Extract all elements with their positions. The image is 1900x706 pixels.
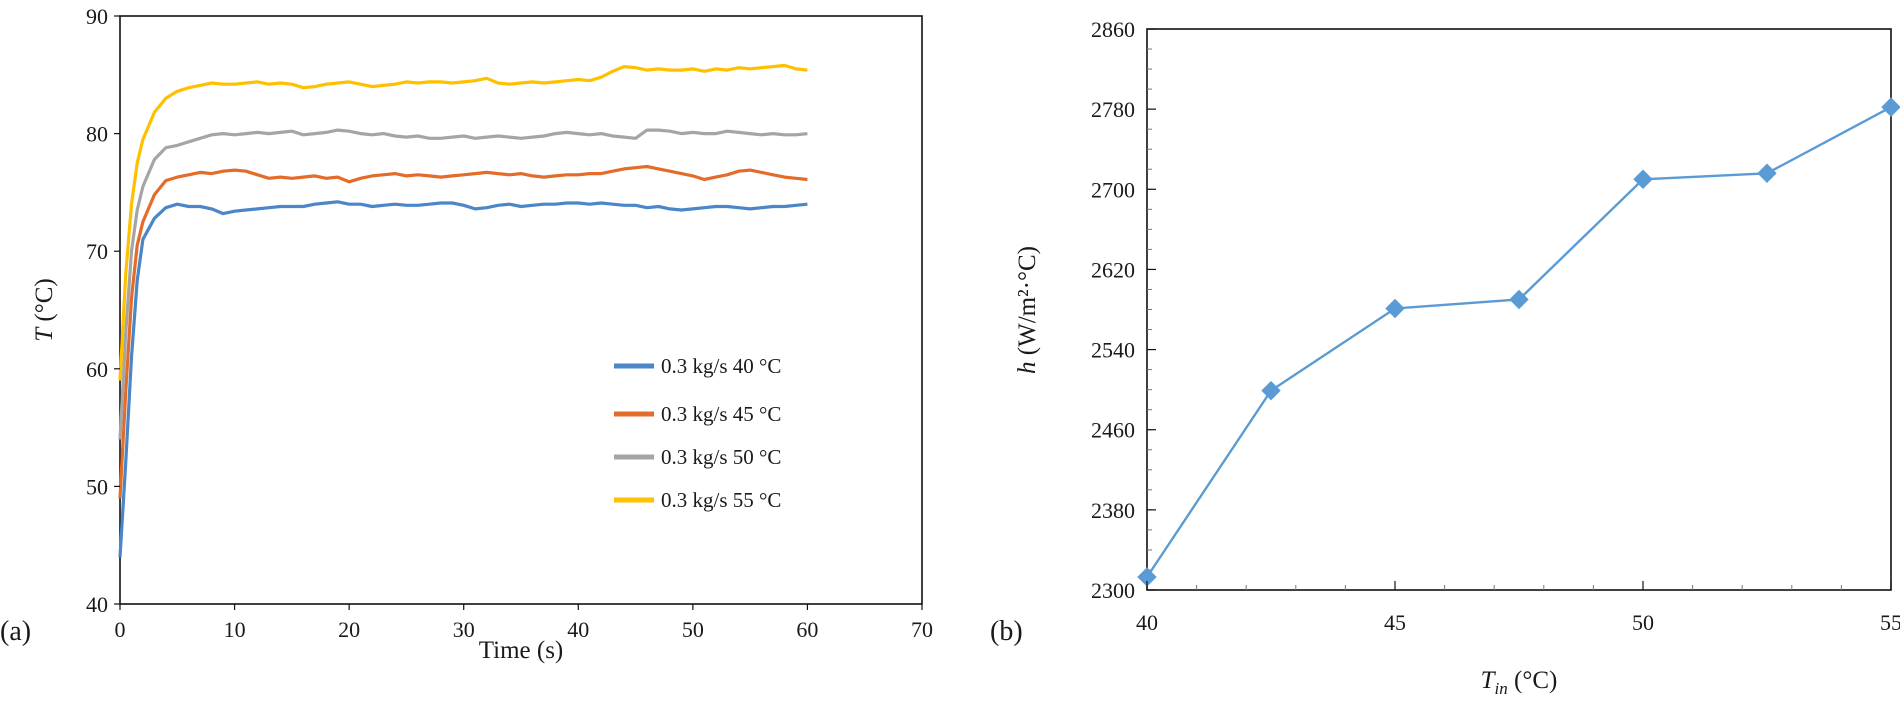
chart-a-y-unit: (°C) [31, 278, 58, 328]
y-tick-label: 70 [86, 239, 108, 264]
chart-a: 0 10 20 30 40 50 60 70 40 50 60 70 80 90 (a) Time (s… [0, 4, 933, 664]
y-tick-label: 2460 [1091, 418, 1135, 443]
y-tick-label: 2300 [1091, 578, 1135, 603]
series-line-h [1146, 106, 1892, 578]
chart-b-minor-ticks [1146, 28, 1892, 591]
chart-b-x-sub: in [1495, 679, 1508, 698]
chart-a-y-axis-label: T (°C) [31, 278, 58, 341]
data-point-marker [1385, 298, 1405, 319]
x-tick-label: 30 [453, 617, 475, 642]
y-tick-label: 2540 [1091, 338, 1135, 363]
series-line-1 [118, 164, 808, 499]
data-point-marker [1757, 163, 1777, 183]
legend-label-50c: 0.3 kg/s 50 °C [661, 445, 781, 469]
legend-entry-50c: 0.3 kg/s 50 °C [614, 445, 781, 469]
chart-b-x-ticks: 40 45 50 55 [1136, 581, 1900, 635]
y-tick-label: 2380 [1091, 498, 1135, 523]
x-tick-label: 40 [1136, 610, 1158, 635]
x-tick-label: 50 [682, 617, 704, 642]
chart-b: 40 45 50 55 2300 2380 2460 2540 2620 2700 2780 286… [990, 17, 1900, 698]
chart-b-x-var: T [1481, 667, 1497, 694]
chart-a-plot-area [119, 15, 923, 605]
chart-b-y-var: h [1014, 361, 1041, 374]
chart-b-y-unit: (W/m²·°C) [1014, 246, 1041, 361]
y-tick-label: 2700 [1091, 177, 1135, 202]
panel-a-label: (a) [0, 616, 31, 647]
x-tick-label: 10 [224, 617, 246, 642]
y-tick-label: 50 [86, 474, 108, 499]
legend-entry-45c: 0.3 kg/s 45 °C [614, 402, 781, 426]
chart-b-y-axis-label: h (W/m²·°C) [1014, 246, 1041, 374]
legend-entry-55c: 0.3 kg/s 55 °C [614, 488, 781, 512]
y-tick-label: 40 [86, 592, 108, 617]
x-tick-label: 70 [911, 617, 933, 642]
y-tick-label: 2780 [1091, 97, 1135, 122]
chart-a-y-var: T [31, 326, 58, 342]
chart-a-series-group [118, 63, 808, 558]
x-tick-label: 45 [1384, 610, 1406, 635]
chart-a-x-ticks: 0 10 20 30 40 50 60 70 [115, 604, 933, 642]
y-tick-label: 60 [86, 357, 108, 382]
chart-b-x-unit: (°C) [1508, 667, 1558, 694]
legend-label-40c: 0.3 kg/s 40 °C [661, 354, 781, 378]
chart-a-legend: 0.3 kg/s 40 °C 0.3 kg/s 45 °C 0.3 kg/s 5… [614, 354, 781, 512]
chart-b-plot-area [1146, 28, 1892, 591]
series-line-0 [118, 200, 808, 558]
x-tick-label: 20 [338, 617, 360, 642]
panel-b-label: (b) [990, 616, 1023, 647]
x-tick-label: 60 [796, 617, 818, 642]
chart-b-y-ticks: 2300 2380 2460 2540 2620 2700 2780 2860 [1091, 17, 1156, 603]
y-tick-label: 80 [86, 122, 108, 147]
chart-b-series-group [1137, 97, 1900, 587]
series-line-2 [118, 128, 808, 440]
chart-a-x-axis-label: Time (s) [479, 637, 564, 664]
series-line-3 [118, 63, 808, 381]
legend-label-45c: 0.3 kg/s 45 °C [661, 402, 781, 426]
x-tick-label: 0 [115, 617, 126, 642]
data-point-marker [1261, 380, 1281, 401]
x-tick-label: 55 [1880, 610, 1900, 635]
x-tick-label: 50 [1632, 610, 1654, 635]
y-tick-label: 2860 [1091, 17, 1135, 42]
data-point-marker [1633, 169, 1653, 189]
legend-label-55c: 0.3 kg/s 55 °C [661, 488, 781, 512]
legend-entry-40c: 0.3 kg/s 40 °C [614, 354, 781, 378]
y-tick-label: 90 [86, 4, 108, 29]
chart-a-y-ticks: 40 50 60 70 80 90 [86, 4, 120, 617]
x-tick-label: 40 [567, 617, 589, 642]
y-tick-label: 2620 [1091, 257, 1135, 282]
data-point-marker [1509, 289, 1529, 310]
data-point-marker [1881, 97, 1900, 117]
chart-b-x-axis-label: Tin (°C) [1481, 667, 1558, 698]
